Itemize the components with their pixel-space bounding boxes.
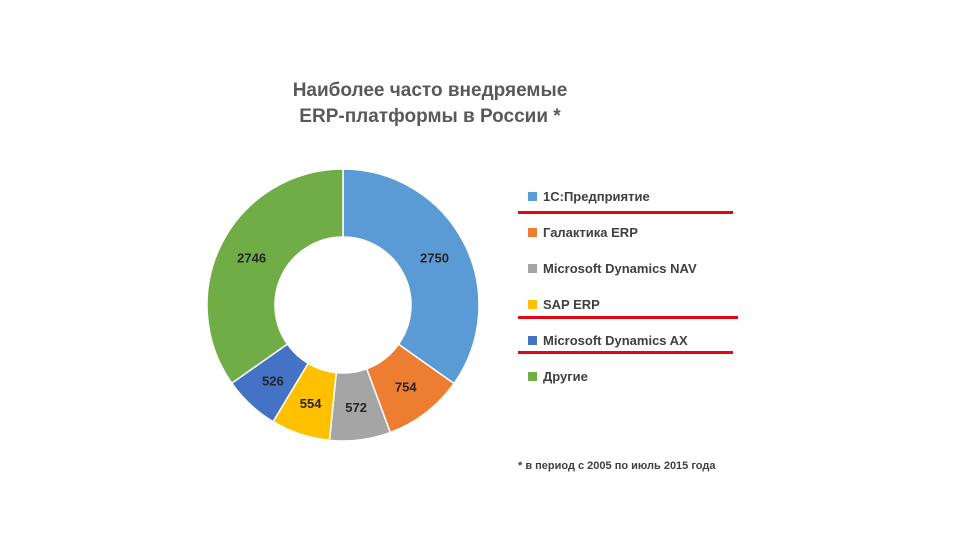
legend-label-1: 1С:Предприятие — [543, 188, 650, 204]
legend-item-5: Microsoft Dynamics AX — [528, 330, 688, 350]
legend-swatch-2 — [528, 227, 537, 237]
legend-label-4: SAP ERP — [543, 296, 600, 312]
legend-item-3: Microsoft Dynamics NAV — [528, 258, 697, 278]
data-label-5: 526 — [262, 373, 284, 388]
legend-swatch-1 — [528, 191, 537, 201]
legend-label-3: Microsoft Dynamics NAV — [543, 260, 697, 276]
highlight-underline-5 — [518, 351, 733, 354]
highlight-underline-1 — [518, 211, 733, 214]
legend-item-4: SAP ERP — [528, 294, 600, 314]
legend-item-1: 1С:Предприятие — [528, 186, 650, 206]
legend-label-5: Microsoft Dynamics AX — [543, 332, 688, 348]
data-label-2: 754 — [395, 380, 417, 395]
chart-title: Наиболее часто внедряемые ERP-платформы … — [250, 78, 610, 130]
legend-label-6: Другие — [543, 368, 588, 384]
data-label-4: 554 — [300, 396, 322, 411]
legend-label-2: Галактика ERP — [543, 224, 638, 240]
legend-swatch-4 — [528, 299, 537, 309]
donut-chart: 2750 754 572 554 526 2746 — [206, 168, 480, 442]
chart-title-line-1: Наиболее часто внедряемые — [292, 80, 568, 101]
legend-swatch-3 — [528, 263, 537, 273]
data-label-1: 2750 — [420, 251, 449, 266]
donut-slice-1 — [342, 168, 480, 385]
data-label-3: 572 — [345, 400, 367, 415]
legend-swatch-5 — [528, 335, 537, 345]
legend-item-6: Другие — [528, 366, 588, 386]
highlight-underline-4 — [518, 316, 738, 319]
footnote: * в период с 2005 по июль 2015 года — [518, 460, 716, 472]
data-label-6: 2746 — [237, 251, 266, 266]
chart-title-line-2: ERP-платформы в России * — [299, 106, 561, 127]
legend-item-2: Галактика ERP — [528, 222, 638, 242]
legend-swatch-6 — [528, 371, 537, 381]
donut-slice-6 — [206, 168, 344, 385]
